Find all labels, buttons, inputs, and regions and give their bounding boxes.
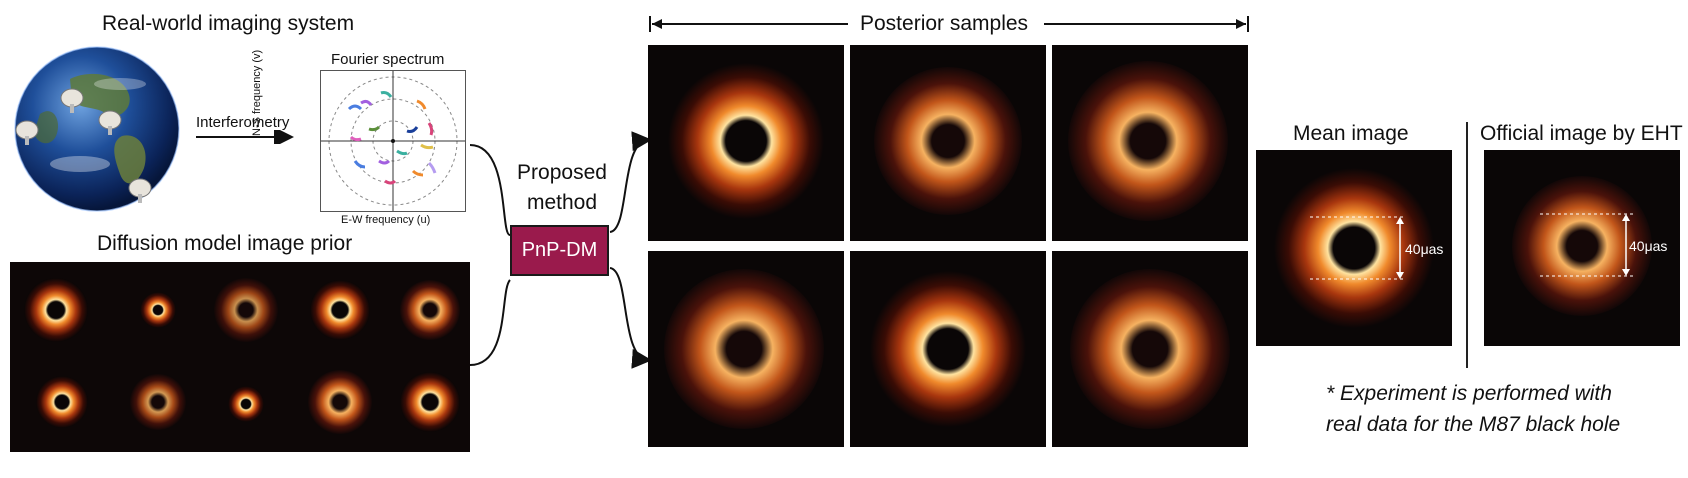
posterior-sample	[850, 45, 1046, 241]
posterior-sample	[648, 251, 844, 447]
prior-title: Diffusion model image prior	[97, 232, 353, 255]
radio-telescope-icon	[128, 178, 152, 204]
proposed-method-label: Proposed method	[517, 161, 607, 214]
posterior-span-arrow	[648, 14, 1250, 34]
interferometry-arrow	[194, 127, 300, 147]
radio-telescope-icon	[60, 88, 84, 114]
experiment-note: * Experiment is performed with real data…	[1326, 378, 1620, 440]
pnp-dm-box: PnP-DM	[510, 225, 609, 276]
note-line-2: real data for the M87 black hole	[1326, 413, 1621, 436]
prior-image-grid	[10, 262, 470, 452]
mean-image-title: Mean image	[1293, 122, 1409, 145]
fourier-title: Fourier spectrum	[331, 51, 445, 68]
posterior-sample	[648, 45, 844, 241]
divider	[1466, 122, 1468, 368]
radio-telescope-icon	[98, 110, 122, 136]
scale-label-mean: 40μas	[1405, 241, 1444, 257]
interferometry-label: Interferometry	[196, 114, 290, 131]
fourier-y-label: N-S frequency (v)	[251, 49, 263, 136]
connector-lines	[469, 140, 600, 370]
posterior-sample	[1052, 45, 1248, 241]
imaging-system-title: Real-world imaging system	[102, 12, 355, 35]
fourier-spectrum-plot	[320, 70, 466, 212]
mean-image	[1256, 150, 1452, 346]
radio-telescope-icon	[15, 120, 39, 146]
official-image-title: Official image by EHT	[1480, 122, 1683, 145]
note-line-1: * Experiment is performed with	[1326, 382, 1612, 405]
official-eht-image	[1484, 150, 1680, 346]
posterior-sample	[1052, 251, 1248, 447]
earth-globe-icon	[10, 44, 185, 214]
fourier-x-label: E-W frequency (u)	[341, 214, 431, 226]
posterior-sample	[850, 251, 1046, 447]
method-output-arrows	[608, 130, 658, 370]
scale-label-official: 40μas	[1629, 238, 1668, 254]
prior-sample	[24, 278, 460, 434]
posterior-title: Posterior samples	[860, 12, 1029, 35]
